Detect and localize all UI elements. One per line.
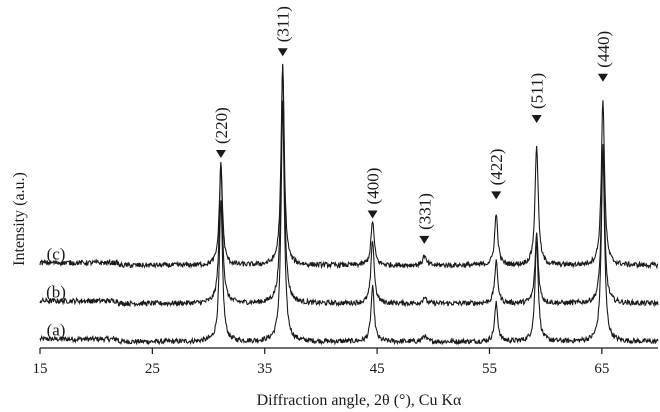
trace-b <box>39 65 659 308</box>
traces-group <box>39 63 659 346</box>
x-tick-label: 65 <box>594 361 609 377</box>
peak-marker <box>491 191 502 200</box>
peak-markers-group <box>215 48 608 244</box>
trace-c <box>39 63 659 270</box>
trace-a <box>39 100 659 346</box>
peak-marker <box>419 235 430 244</box>
peak-label: (220) <box>212 107 231 144</box>
trace-label: (c) <box>47 244 66 263</box>
peak-marker <box>215 150 226 159</box>
x-ticks-group: 15 25 35 45 55 65 <box>33 348 609 377</box>
x-axis-label: Diffraction angle, 2θ (°), Cu Kα <box>257 392 462 409</box>
peak-label: (440) <box>594 31 613 68</box>
x-tick-label: 55 <box>482 361 497 377</box>
x-tick-label: 35 <box>257 361 272 377</box>
peak-marker <box>597 73 608 82</box>
trace-label: (b) <box>46 282 66 301</box>
peak-label: (422) <box>487 149 506 186</box>
peak-label: (511) <box>528 73 547 109</box>
x-tick-label: 25 <box>145 361 160 377</box>
peak-label: (311) <box>274 6 293 42</box>
x-tick-label: 15 <box>33 361 48 377</box>
trace-label: (a) <box>47 321 66 340</box>
peak-label: (331) <box>415 193 434 230</box>
peak-marker <box>367 210 378 219</box>
y-axis-label: Intensity (a.u.) <box>11 172 28 266</box>
peak-marker <box>531 115 542 124</box>
x-tick-label: 45 <box>370 361 385 377</box>
peak-marker <box>277 48 288 57</box>
peak-label: (400) <box>364 168 383 205</box>
peak-labels-group: (220) (311) (400) (331) (422) (511) (440) <box>212 6 613 230</box>
trace-labels-group: (a) (b) (c) <box>46 244 66 339</box>
